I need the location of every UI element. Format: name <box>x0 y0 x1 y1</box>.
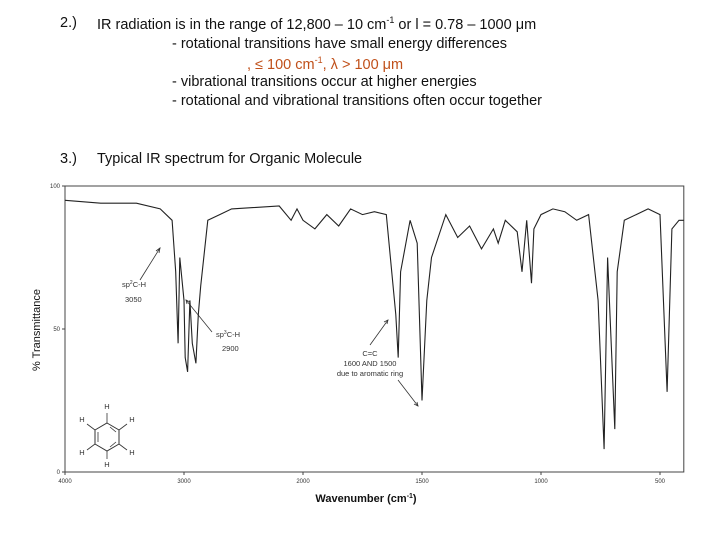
plot-frame <box>64 185 685 473</box>
y-tick-label: 50 <box>53 327 60 333</box>
annotation: 3050 <box>125 295 142 304</box>
y-tick-label: 100 <box>50 184 61 190</box>
atom-label: H <box>129 415 134 424</box>
spectrum-line <box>64 199 684 450</box>
highlight: , ≤ 100 cm-1, λ > 100 μm <box>247 55 404 73</box>
annotation: 2900 <box>222 344 239 353</box>
atom-label: H <box>104 460 109 469</box>
benzene-bonds <box>86 413 128 459</box>
x-axis-label: Wavenumber (cm-1) <box>315 493 417 505</box>
bullet: - rotational transitions have small ener… <box>172 36 508 52</box>
y-axis-label: % Transmittance <box>31 289 43 371</box>
item-text: Typical IR spectrum for Organic Molecule <box>97 151 363 167</box>
annotation: C=C <box>362 349 378 358</box>
item-text: IR radiation is in the range of 12,800 –… <box>97 15 537 33</box>
annotation: sp2C-H <box>122 280 146 289</box>
atom-label: H <box>79 415 84 424</box>
x-tick-label: 1500 <box>415 479 429 485</box>
annotation: 1600 AND 1500 <box>344 359 397 368</box>
benzene-ring <box>94 422 120 452</box>
y-tick-label: 0 <box>57 470 61 476</box>
bullet: - rotational and vibrational transitions… <box>172 93 542 109</box>
x-tick-label: 500 <box>655 479 666 485</box>
annotation: due to aromatic ring <box>337 369 403 378</box>
item-number: 3.) <box>60 151 77 167</box>
x-tick-label: 4000 <box>58 479 72 485</box>
atom-label: H <box>104 402 109 411</box>
annotation: sp3C-H <box>216 330 240 339</box>
x-tick-label: 3000 <box>177 479 191 485</box>
x-tick-label: 1000 <box>534 479 548 485</box>
atom-label: H <box>79 448 84 457</box>
x-tick-label: 2000 <box>296 479 310 485</box>
atom-label: H <box>129 448 134 457</box>
bullet: - vibrational transitions occur at highe… <box>172 74 477 90</box>
annotations: sp2C-H 3050 sp3C-H 2900 C=C 1600 AND 150… <box>86 247 419 459</box>
item-number: 2.) <box>60 15 77 31</box>
